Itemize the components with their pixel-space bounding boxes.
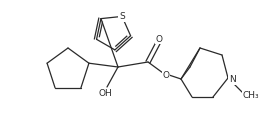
Text: S: S [119,12,125,21]
Text: N: N [229,75,235,84]
Text: O: O [156,34,163,43]
Text: CH₃: CH₃ [243,91,259,99]
Text: O: O [163,71,169,80]
Text: OH: OH [98,90,112,99]
